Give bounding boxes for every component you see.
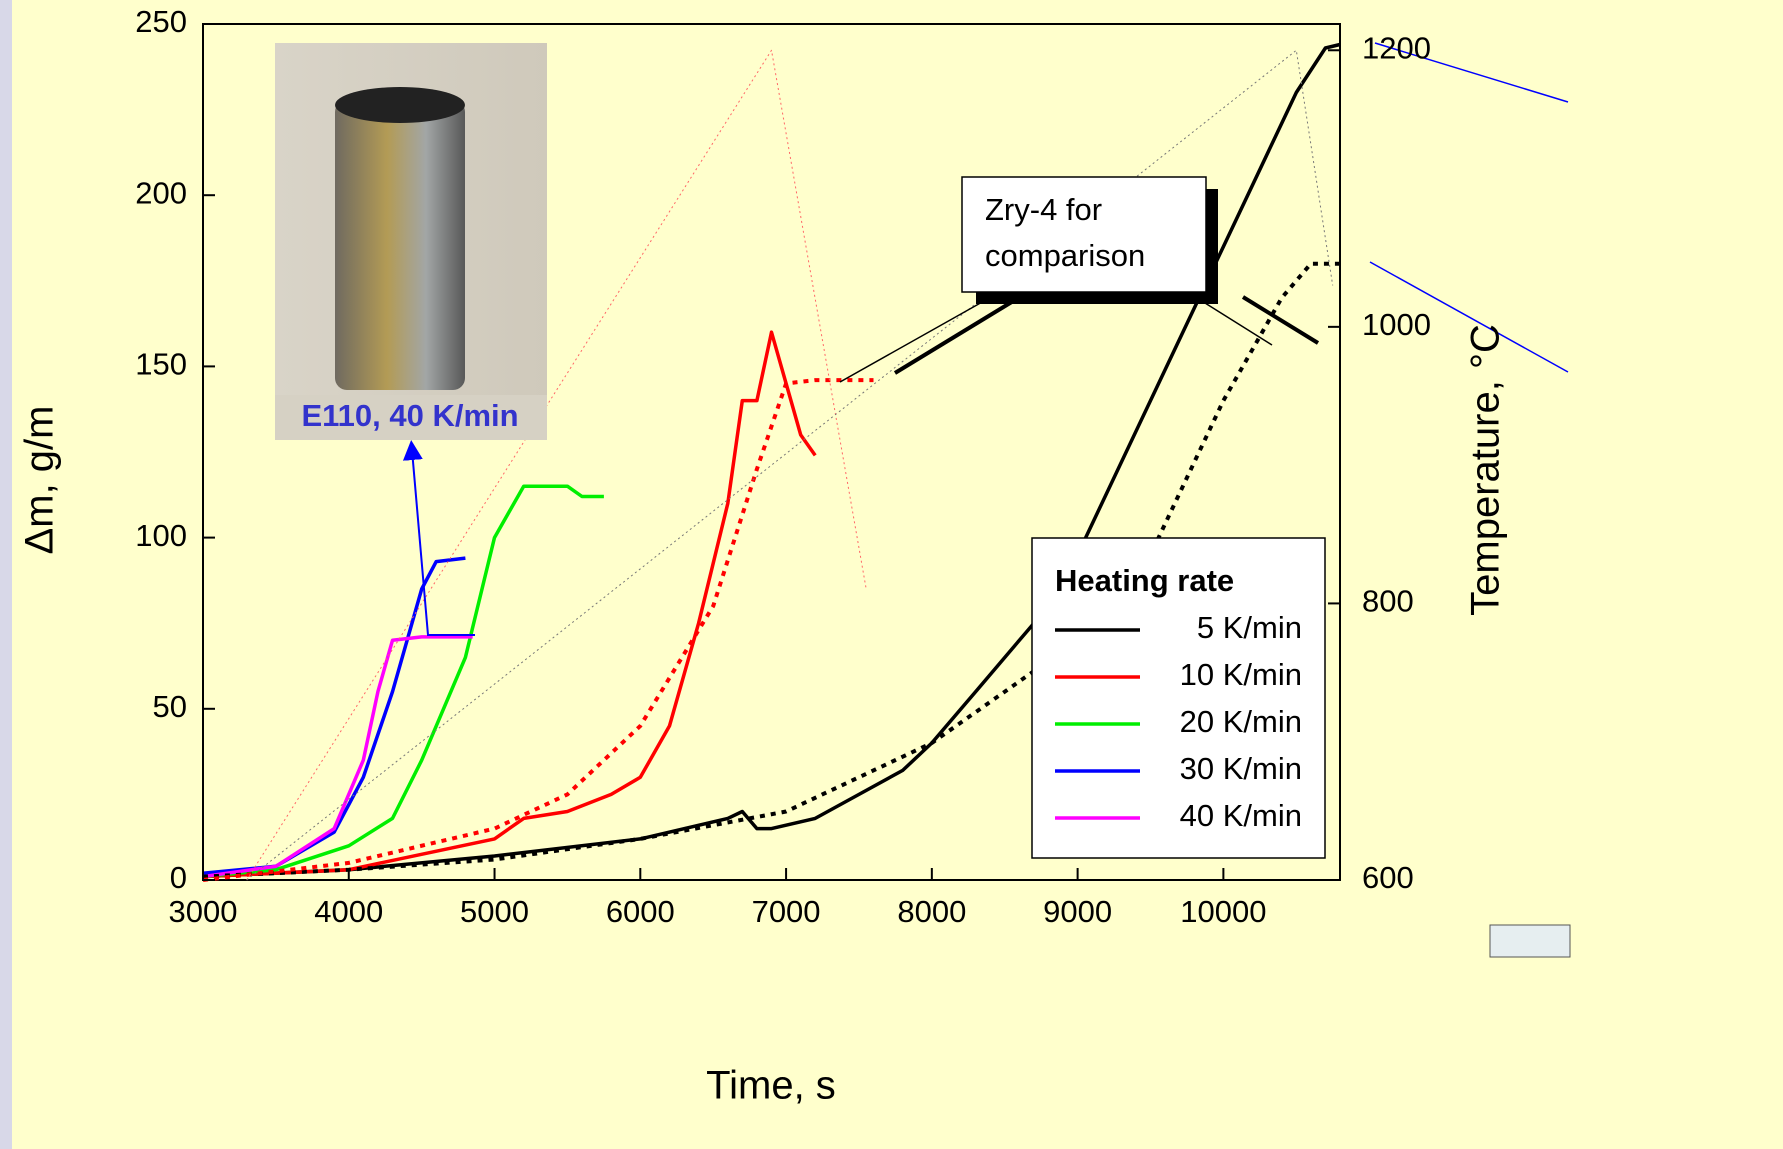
data-line <box>246 49 867 881</box>
x-tick-label: 5000 <box>460 894 529 929</box>
photo-inset <box>275 43 547 440</box>
data-line <box>202 484 604 879</box>
data-line <box>246 49 1334 881</box>
y2-tick-label: 1000 <box>1362 307 1431 342</box>
legend-label: 30 K/min <box>1180 751 1302 786</box>
y-tick-label: 150 <box>135 347 187 382</box>
legend-box <box>1031 537 1326 859</box>
plot-frame <box>202 23 1341 881</box>
x-tick-label: 10000 <box>1180 894 1266 929</box>
y-tick-label: 200 <box>135 175 187 210</box>
legend-label: 5 K/min <box>1197 610 1302 645</box>
y2-tick-label: 600 <box>1362 860 1414 895</box>
y-tick-label: 250 <box>135 4 187 39</box>
decor-button <box>1489 924 1571 958</box>
y2-axis-title: Temperature, °C <box>1464 324 1508 616</box>
x-tick-label: 7000 <box>752 894 821 929</box>
annotation-line: Zry-4 for <box>985 192 1102 227</box>
y2-tick-label: 800 <box>1362 584 1414 619</box>
x-tick-label: 6000 <box>606 894 675 929</box>
data-line <box>202 330 817 879</box>
x-axis-title: Time, s <box>706 1064 836 1108</box>
y-axis-title: Δm, g/m <box>18 406 62 555</box>
x-tick-label: 9000 <box>1043 894 1112 929</box>
y-tick-label: 0 <box>170 860 187 895</box>
x-tick-label: 3000 <box>169 894 238 929</box>
legend-label: 10 K/min <box>1180 657 1302 692</box>
y2-tick-label: 1200 <box>1362 30 1431 65</box>
arrow <box>402 440 475 636</box>
data-line <box>202 261 1340 879</box>
x-tick-label: 4000 <box>314 894 383 929</box>
annotation-line: comparison <box>985 238 1145 273</box>
legend-title: Heating rate <box>1055 563 1234 598</box>
data-line <box>202 635 473 879</box>
side-strip <box>0 0 12 1149</box>
legend-label: 20 K/min <box>1180 704 1302 739</box>
x-tick-label: 8000 <box>897 894 966 929</box>
data-line <box>202 378 874 882</box>
decor-line <box>1374 42 1569 103</box>
zry-callout <box>839 176 1320 383</box>
photo-label: E110, 40 K/min <box>301 398 518 433</box>
decor-line <box>1369 261 1569 373</box>
legend-label: 40 K/min <box>1180 798 1302 833</box>
y-tick-label: 100 <box>135 518 187 553</box>
y-tick-label: 50 <box>153 689 187 724</box>
